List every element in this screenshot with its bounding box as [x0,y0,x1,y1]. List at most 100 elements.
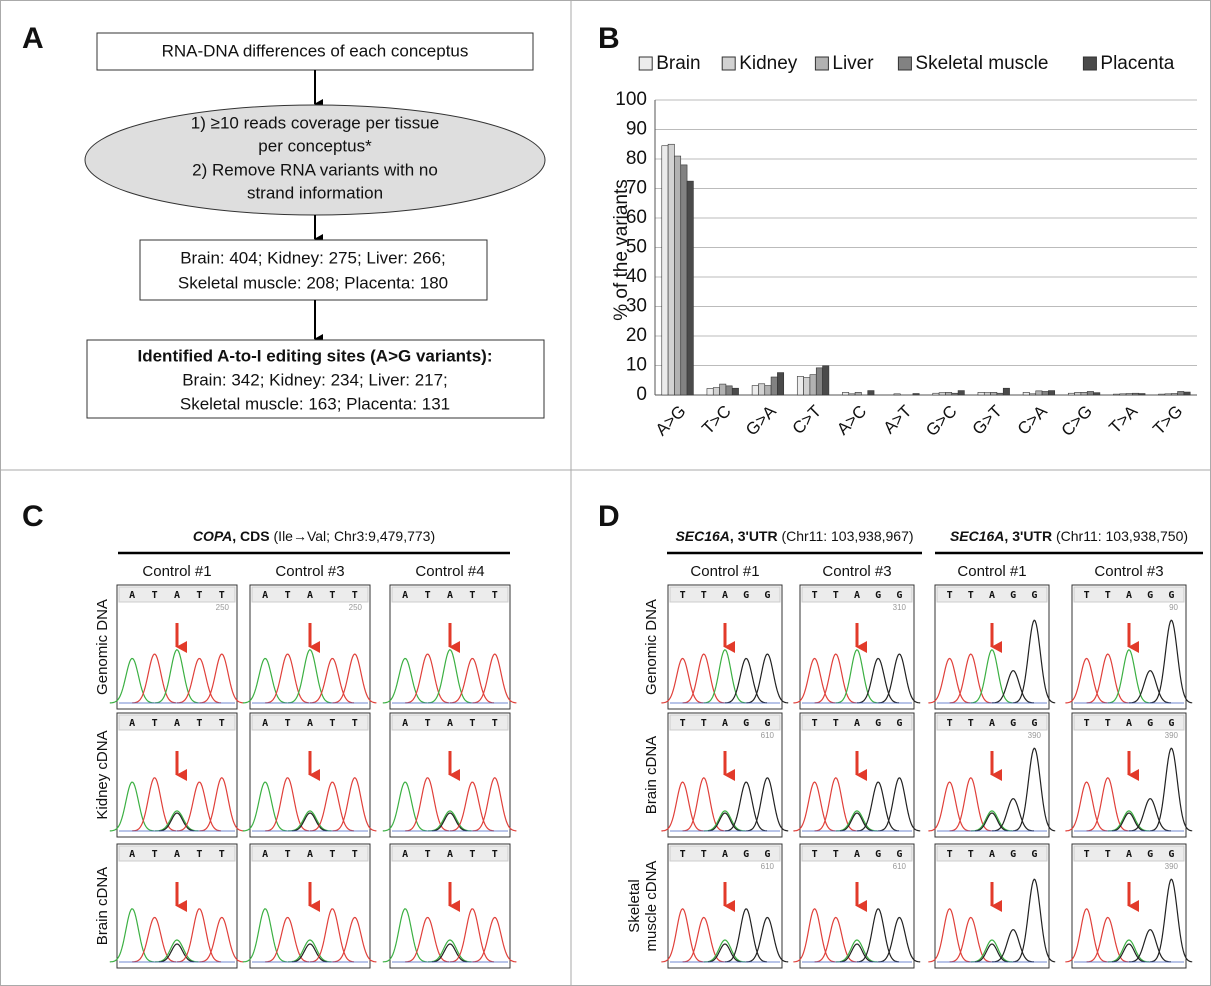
title-region: , CDS [232,528,269,544]
bar [1126,394,1132,395]
bar [842,392,848,395]
base-call: T [152,849,158,860]
bar [952,393,958,395]
base-call: T [968,849,974,860]
base-call: T [425,590,431,601]
legend-swatch [722,57,735,70]
base-call: G [1010,590,1016,601]
base-call: T [219,590,225,601]
row-label: Genomic DNA [643,599,660,695]
column-label: Control #1 [957,563,1026,580]
base-call: T [1105,718,1111,729]
base-call: A [447,849,453,860]
base-call: T [285,849,291,860]
base-call: T [812,718,818,729]
bar [707,389,713,395]
flow-text: Brain: 404; Kidney: 275; Liver: 266; [180,248,446,267]
title-gene: SEC16A [950,528,1004,544]
legend-label: Brain [656,53,700,74]
base-call: A [174,590,180,601]
base-call: T [833,849,839,860]
bar [1184,392,1190,395]
bar [777,373,783,395]
bar [823,366,829,395]
base-call: T [352,718,358,729]
base-call: A [262,590,268,601]
bar [894,394,900,395]
base-call: G [875,718,881,729]
base-call: T [680,590,686,601]
bar [913,394,919,395]
base-call: T [196,718,202,729]
bar [945,392,951,395]
bar [991,392,997,395]
title-detail: (Chr11: 103,938,967) [778,528,914,544]
bar [1178,391,1184,395]
x-tick-label: G>A [742,401,780,439]
base-call: A [402,849,408,860]
panel-label: D [598,500,620,533]
base-call: A [989,590,995,601]
row-label: Brain cDNA [94,867,111,945]
column-label: Control #1 [142,563,211,580]
bar [1042,391,1048,395]
title-gene: SEC16A [675,528,729,544]
base-call: A [989,718,995,729]
base-call: G [1147,590,1153,601]
bar [1159,394,1165,395]
base-call: T [968,718,974,729]
row-label: Brain cDNA [643,736,660,814]
y-tick-label: 30 [626,296,647,317]
legend-swatch [1083,57,1096,70]
base-call: T [492,718,498,729]
bar [997,393,1003,395]
panel-label: B [598,22,620,55]
base-call: T [833,718,839,729]
base-call: G [875,849,881,860]
base-call: A [1126,590,1132,601]
y-tick-label: 70 [626,178,647,199]
base-call: A [307,718,313,729]
bar [771,377,777,395]
position-number: 610 [761,862,775,871]
x-tick-label: G>C [922,402,960,440]
bar [662,146,668,395]
x-tick-label: T>C [698,402,734,438]
base-call: A [307,849,313,860]
base-call: T [492,590,498,601]
base-call: G [1168,849,1174,860]
base-call: A [447,590,453,601]
base-call: A [262,849,268,860]
position-number: 610 [761,731,775,740]
bar [1036,391,1042,395]
base-call: T [329,718,335,729]
base-call: T [1084,849,1090,860]
bar [939,393,945,395]
position-number: 250 [349,603,363,612]
base-call: G [896,718,902,729]
title-detail: (Ile→Val; Chr3:9,479,773) [270,528,436,544]
bar [681,165,687,395]
x-tick-label: C>A [1014,401,1052,439]
base-call: T [469,590,475,601]
y-tick-label: 90 [626,119,647,140]
base-call: T [701,718,707,729]
x-tick-label: C>T [789,402,825,438]
base-call: G [1010,849,1016,860]
base-call: T [812,590,818,601]
flow-text: strand information [247,183,383,202]
bar [958,391,964,395]
position-number: 310 [893,603,907,612]
y-tick-label: 40 [626,266,647,287]
bar [713,388,719,395]
position-number: 390 [1165,862,1179,871]
base-call: G [764,718,770,729]
base-call: T [425,849,431,860]
bar [804,378,810,395]
row-label: muscle cDNA [643,861,660,952]
base-call: A [307,590,313,601]
x-tick-label: A>C [833,402,870,439]
bar [1132,393,1138,395]
panel-title: SEC16A, 3'UTR (Chr11: 103,938,967) [675,528,913,544]
y-tick-label: 60 [626,207,647,228]
